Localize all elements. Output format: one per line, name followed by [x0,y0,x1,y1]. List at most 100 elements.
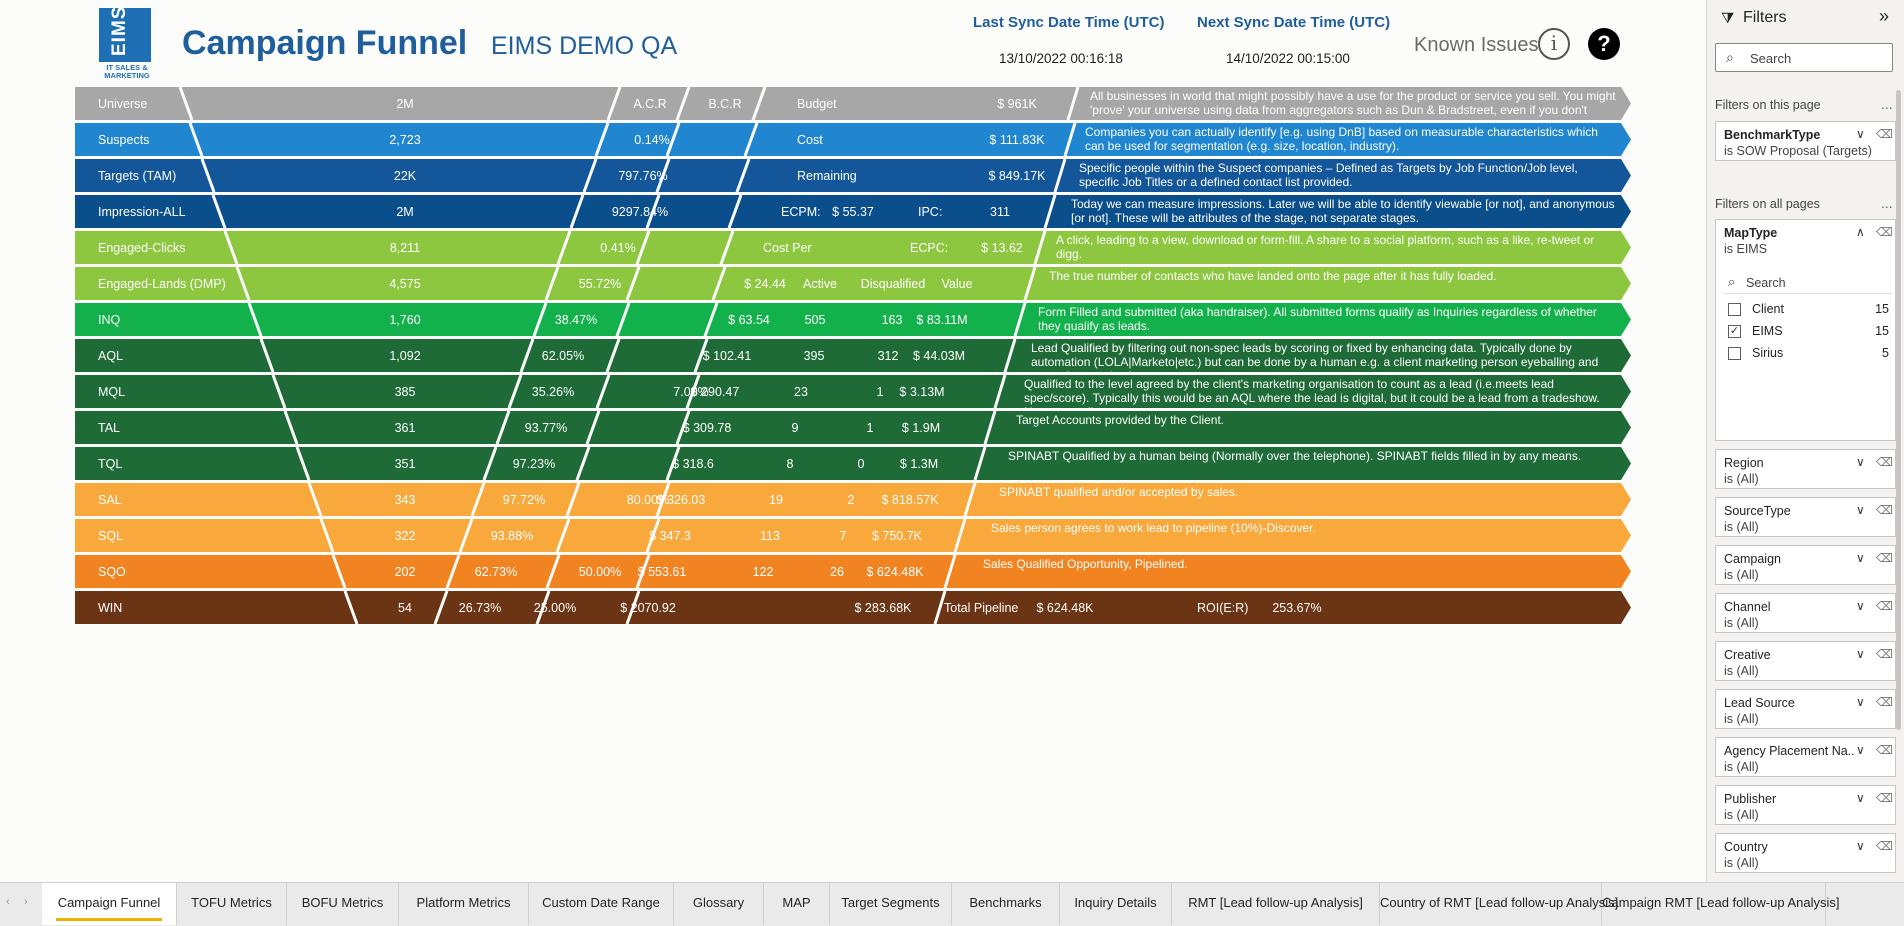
filter-value: is (All) [1724,568,1759,582]
funnel-cell-h4: $ 961K [997,97,1037,111]
funnel-cell-bcr: 25.00% [533,601,577,615]
funnel-stage-name: Universe [98,97,148,111]
funnel-separator [433,590,449,625]
tab-scroll-right-icon[interactable]: › [24,896,28,908]
funnel-cell-disq: 1 [866,421,874,435]
clear-filter-icon[interactable]: ⌫ [1876,695,1893,709]
option-label: Client [1752,302,1784,316]
funnel-cell-ipcv: 311 [990,205,1010,219]
option-label: EIMS [1752,324,1783,338]
funnel-stage-description: Qualified to the level agreed by the cli… [1024,377,1600,408]
funnel-cell-cost: $ 102.41 [702,349,752,363]
chevron-down-icon[interactable]: ∨ [1856,839,1865,853]
clear-filter-icon[interactable]: ⌫ [1876,743,1893,757]
filter-card[interactable]: Lead Source is (All) ∨ ⌫ [1715,689,1896,729]
funnel-separator [565,482,581,517]
search-icon: ⌕ [1728,274,1736,289]
chevron-down-icon[interactable]: ∨ [1856,647,1865,661]
page-tab[interactable]: RMT [Lead follow-up Analysis] [1172,883,1380,925]
maptype-option[interactable]: Sirius 5 [1724,344,1889,364]
info-icon[interactable]: i [1538,28,1570,60]
chevron-down-icon[interactable]: ∨ [1856,127,1865,141]
filter-card[interactable]: Creative is (All) ∨ ⌫ [1715,641,1896,681]
funnel-separator [1013,302,1027,337]
funnel-cell-count: 4,575 [389,277,421,291]
funnel-separator [943,554,957,589]
maptype-search-input[interactable]: ⌕ Search [1724,272,1892,294]
filter-card[interactable]: Campaign is (All) ∨ ⌫ [1715,545,1896,585]
filters-pane: ⧩ Filters » ⌕ Search Filters on this pag… [1706,0,1904,882]
clear-filter-icon[interactable]: ⌫ [1876,551,1893,565]
funnel-cell-cost: $ 2070.92 [620,601,676,615]
collapse-pane-icon[interactable]: » [1879,6,1890,26]
page-tab[interactable]: Country of RMT [Lead follow-up Analysis] [1380,883,1618,925]
clear-filter-icon[interactable]: ⌫ [1876,791,1893,805]
filter-card[interactable]: Country is (All) ∨ ⌫ [1715,833,1896,873]
tab-scroll-left-icon[interactable]: ‹ [6,896,10,908]
funnel-separator [973,446,987,481]
chevron-down-icon[interactable]: ∨ [1856,455,1865,469]
page-tab[interactable]: MAP [764,883,830,925]
page-tab[interactable]: Glossary [674,883,764,925]
page-tab[interactable]: Benchmarks [952,883,1060,925]
chevron-down-icon[interactable]: ∨ [1856,743,1865,757]
known-issues-label[interactable]: Known Issues [1414,34,1539,56]
clear-filter-icon[interactable]: ⌫ [1876,599,1893,613]
funnel-row-band [75,411,1631,444]
filter-card-benchmarktype[interactable]: BenchmarkType is SOW Proposal (Targets) … [1715,121,1896,161]
page-tab[interactable]: Campaign Funnel [42,883,177,925]
filter-card[interactable]: Channel is (All) ∨ ⌫ [1715,593,1896,633]
funnel-separator [259,338,275,373]
page-tab[interactable]: Target Segments [830,883,952,925]
maptype-option[interactable]: ✓ EIMS 15 [1724,322,1889,342]
page-tab[interactable]: Custom Date Range [529,883,674,925]
funnel-separator [283,410,299,445]
page-tab[interactable]: TOFU Metrics [177,883,287,925]
checkbox[interactable] [1728,303,1741,316]
funnel-stage-name: TAL [98,421,120,435]
filters-scrollbar[interactable] [1896,90,1901,730]
chevron-down-icon[interactable]: ∨ [1856,503,1865,517]
funnel-cell-h3: Remaining [797,169,857,183]
chevron-down-icon[interactable]: ∨ [1856,599,1865,613]
clear-filter-icon[interactable]: ⌫ [1876,647,1893,661]
funnel-cell-acr: 62.73% [474,565,518,579]
funnel-cell-ecpc: ECPC: [910,241,949,255]
more-options-icon[interactable]: ... [1881,96,1893,112]
funnel-separator [751,87,767,121]
filter-card[interactable]: SourceType is (All) ∨ ⌫ [1715,497,1896,537]
checkbox[interactable]: ✓ [1728,325,1741,338]
chevron-down-icon[interactable]: ∨ [1856,695,1865,709]
funnel-stage-description: Form Filled and submitted (aka handraise… [1038,305,1597,333]
funnel-separator [235,266,251,301]
filter-card[interactable]: Agency Placement Na... is (All) ∨ ⌫ [1715,737,1896,777]
funnel-cell-count: 2M [396,97,414,111]
clear-filter-icon[interactable]: ⌫ [1876,455,1893,469]
help-icon[interactable]: ? [1588,28,1620,60]
funnel-cell-bcr: 50.00% [578,565,622,579]
page-tab[interactable]: BOFU Metrics [287,883,399,925]
clear-filter-icon[interactable]: ⌫ [1876,225,1893,239]
more-options-icon[interactable]: ... [1881,195,1893,211]
filters-search-input[interactable]: ⌕ Search [1715,43,1893,72]
chevron-up-icon[interactable]: ∧ [1856,225,1865,239]
filter-card[interactable]: Publisher is (All) ∨ ⌫ [1715,785,1896,825]
clear-filter-icon[interactable]: ⌫ [1876,127,1893,141]
funnel-stage-name: INQ [98,313,121,327]
funnel-row-band [75,375,1631,408]
page-tabs-bar: ‹ › Campaign Funnel TOFU Metrics BOFU Metr… [0,882,1904,926]
maptype-option[interactable]: Client 15 [1724,300,1889,320]
page-tab[interactable]: Campaign RMT [Lead follow-up Analysis] [1602,883,1840,925]
chevron-down-icon[interactable]: ∨ [1856,791,1865,805]
page-tab[interactable]: Platform Metrics [399,883,529,925]
filter-name: Country [1724,840,1768,854]
clear-filter-icon[interactable]: ⌫ [1876,503,1893,517]
filter-card[interactable]: Region is (All) ∨ ⌫ [1715,449,1896,489]
clear-filter-icon[interactable]: ⌫ [1876,839,1893,853]
funnel-separator [625,266,641,301]
checkbox[interactable] [1728,347,1741,360]
page-tab[interactable]: Inquiry Details [1060,883,1172,925]
chevron-down-icon[interactable]: ∨ [1856,551,1865,565]
funnel-cell-ecpmv: $ 55.37 [832,205,874,219]
filter-card-maptype[interactable]: MapType is EIMS ∧ ⌫ ⌕ Search Client 15 ✓ EI… [1715,219,1896,441]
